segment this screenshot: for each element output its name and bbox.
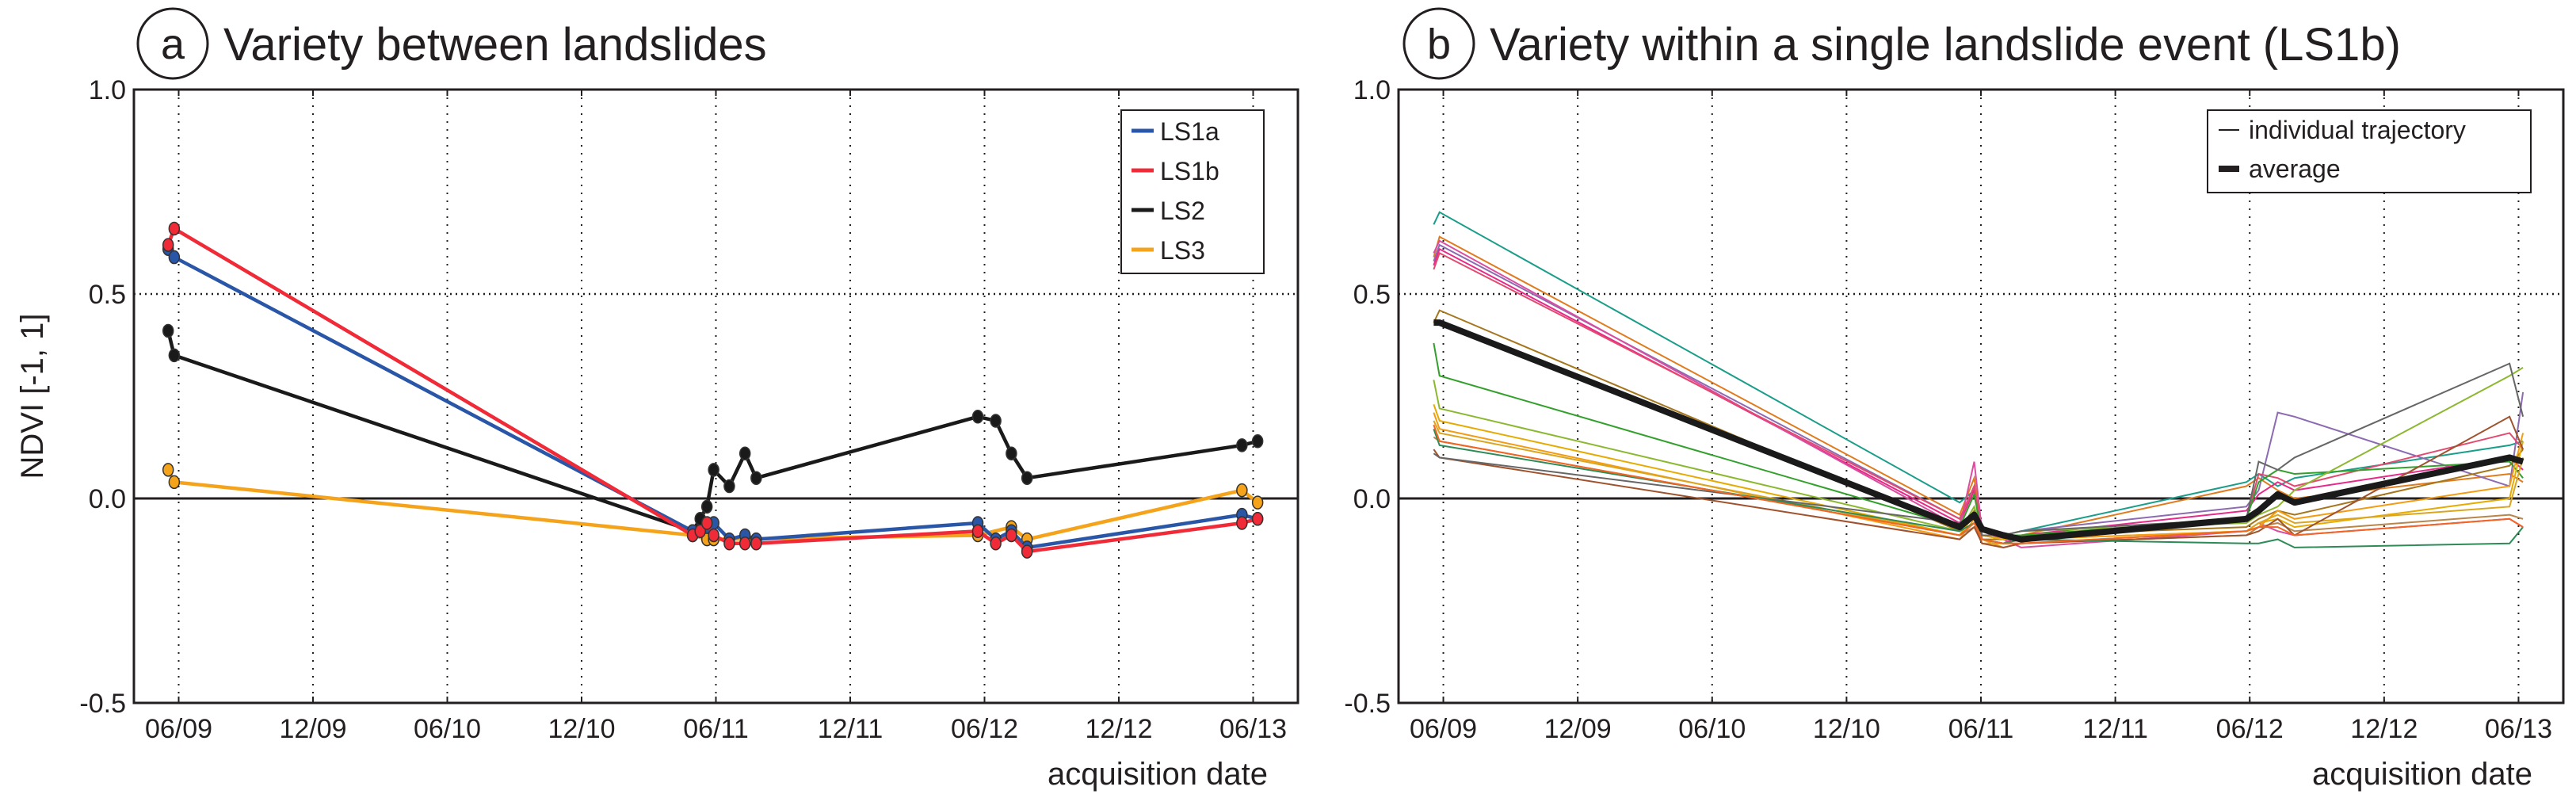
y-tick-label: 0.0 xyxy=(89,484,126,514)
data-point xyxy=(708,463,719,477)
series-line xyxy=(166,227,1258,554)
panel-title: Variety within a single landslide event … xyxy=(1490,19,2401,71)
data-point xyxy=(1251,495,1264,510)
legend-box xyxy=(1120,109,1265,274)
x-tick-label: 06/12 xyxy=(951,714,1018,744)
data-point xyxy=(1021,471,1033,485)
x-axis-label: acquisition date xyxy=(2312,757,2532,792)
panel-a: a Variety between landslides NDVI [-1, 1… xyxy=(15,7,1299,792)
y-tick-label: -0.5 xyxy=(79,689,126,719)
data-point xyxy=(168,250,181,265)
y-tick-label: 0.5 xyxy=(89,280,126,310)
legend-label: LS3 xyxy=(1160,236,1205,265)
legend-label: LS1a xyxy=(1160,117,1219,146)
data-point xyxy=(990,536,1002,551)
data-point xyxy=(168,475,181,490)
panel-b: b Variety within a single landslide even… xyxy=(1344,7,2565,792)
series-LS1b xyxy=(162,221,1264,559)
data-point xyxy=(694,524,706,539)
x-tick-label: 12/09 xyxy=(1544,714,1612,744)
individual-trajectory-line xyxy=(1433,239,2524,548)
x-tick-label: 12/10 xyxy=(548,714,615,744)
legend-label: average xyxy=(2249,155,2341,183)
individual-trajectory-line xyxy=(1433,424,2524,544)
legend-label: individual trajectory xyxy=(2249,116,2466,144)
data-point xyxy=(1021,544,1033,559)
data-point xyxy=(723,479,735,494)
legend-label: LS2 xyxy=(1160,197,1205,225)
x-tick-label: 12/12 xyxy=(2350,714,2418,744)
legend-box xyxy=(2207,109,2532,193)
y-tick-label: 0.5 xyxy=(1353,280,1391,310)
data-point xyxy=(750,471,762,485)
data-point xyxy=(971,410,984,424)
x-tick-label: 06/10 xyxy=(1678,714,1746,744)
data-point xyxy=(750,536,762,551)
data-point xyxy=(1251,512,1264,526)
data-point xyxy=(1236,516,1248,530)
data-point xyxy=(990,414,1002,428)
x-tick-label: 06/12 xyxy=(2216,714,2284,744)
series-LS1a xyxy=(162,242,1264,555)
x-tick-label: 12/12 xyxy=(1085,714,1152,744)
y-tick-label: -0.5 xyxy=(1344,689,1391,719)
data-point xyxy=(700,516,713,530)
series-line xyxy=(166,330,1258,533)
legend-label: LS1b xyxy=(1160,157,1219,185)
plot-frame xyxy=(132,88,1299,704)
x-tick-label: 12/09 xyxy=(279,714,346,744)
data-point xyxy=(1236,438,1248,452)
panel-title: Variety between landslides xyxy=(223,19,767,71)
y-tick-label: 1.0 xyxy=(1353,75,1391,105)
panel-letter-circle xyxy=(1402,7,1475,80)
data-point xyxy=(1006,446,1017,460)
legend: LS1a LS1b LS2 LS3 xyxy=(1120,109,1265,274)
y-tick-label: 1.0 xyxy=(89,75,126,105)
legend: individual trajectory average xyxy=(2207,109,2532,193)
data-point xyxy=(738,536,751,551)
average-line xyxy=(1433,319,2524,543)
x-tick-label: 06/13 xyxy=(1219,714,1287,744)
x-tick-label: 06/13 xyxy=(2485,714,2552,744)
data-point xyxy=(971,524,984,539)
data-point xyxy=(162,463,174,477)
data-point xyxy=(1251,434,1264,449)
data-point xyxy=(162,238,174,252)
y-axis-label: NDVI [-1, 1] xyxy=(15,314,50,479)
data-point xyxy=(1236,483,1248,498)
x-axis-label: acquisition date xyxy=(1048,757,1268,792)
x-tick-label: 12/11 xyxy=(2082,714,2148,744)
x-tick-label: 06/11 xyxy=(683,714,749,744)
data-point xyxy=(168,348,181,363)
panel-letter: a xyxy=(161,21,185,68)
x-tick-label: 12/11 xyxy=(818,714,883,744)
y-tick-label: 0.0 xyxy=(1353,484,1391,514)
data-point xyxy=(723,536,735,551)
x-tick-label: 06/09 xyxy=(145,714,212,744)
panel-letter-circle xyxy=(136,7,209,80)
data-point xyxy=(738,446,751,460)
x-tick-label: 12/10 xyxy=(1813,714,1880,744)
data-point xyxy=(1006,528,1017,543)
plot-frame xyxy=(1397,88,2565,704)
trajectories xyxy=(1433,211,2524,548)
data-point xyxy=(162,323,174,338)
x-tick-label: 06/11 xyxy=(1948,714,2014,744)
x-tick-label: 06/10 xyxy=(414,714,481,744)
data-point xyxy=(708,528,719,543)
data-point xyxy=(700,499,713,514)
data-point xyxy=(168,221,181,236)
x-tick-label: 06/09 xyxy=(1410,714,1477,744)
panel-letter: b xyxy=(1427,21,1451,68)
series-LS2 xyxy=(162,323,1264,539)
